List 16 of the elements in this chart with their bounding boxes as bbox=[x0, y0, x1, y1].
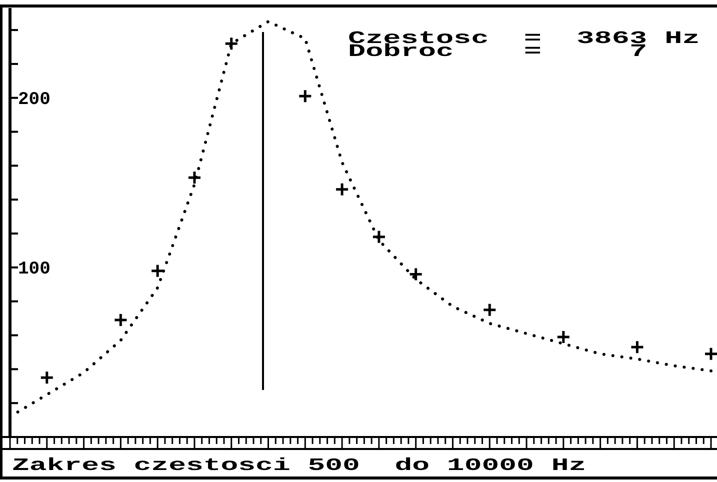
y-tick-label: 100 bbox=[18, 260, 50, 280]
point bbox=[556, 330, 571, 344]
point bbox=[298, 88, 312, 104]
point bbox=[187, 170, 202, 185]
point bbox=[482, 302, 497, 318]
point bbox=[630, 340, 644, 354]
point bbox=[113, 312, 128, 328]
point bbox=[150, 264, 165, 278]
x-axis-title: Zakres czestosci 500 do 10000 Hz bbox=[12, 456, 586, 476]
y-tick-label: 200 bbox=[18, 90, 50, 110]
point bbox=[408, 266, 424, 282]
point bbox=[704, 346, 717, 362]
point bbox=[40, 370, 54, 385]
point bbox=[334, 182, 350, 197]
point bbox=[372, 230, 386, 244]
point bbox=[224, 36, 239, 51]
